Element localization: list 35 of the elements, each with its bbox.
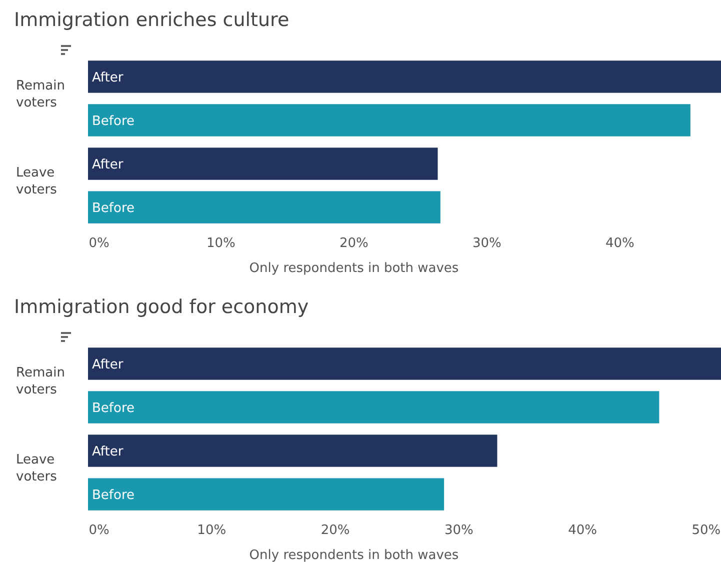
bar: [88, 478, 444, 510]
x-tick-label: 10%: [197, 523, 226, 538]
chart-title: Immigration good for economy: [14, 296, 309, 318]
x-tick-label: 50%: [692, 523, 721, 538]
text: Before: [92, 488, 135, 503]
x-tick-label: 10%: [206, 236, 236, 251]
x-tick-label: 30%: [472, 236, 502, 251]
series-label: After: [92, 357, 124, 372]
series-label: Before: [92, 400, 135, 416]
x-axis-title: Only respondents in both waves: [249, 548, 459, 562]
text: After: [92, 157, 124, 172]
y-tick-label: Remain voters: [16, 365, 65, 398]
bar: [88, 348, 721, 380]
text: After: [92, 444, 124, 460]
x-tick-label: 40%: [568, 523, 597, 538]
x-tick-label: 0%: [88, 523, 110, 538]
bar: [88, 148, 438, 180]
y-tick-label: Leave voters: [16, 452, 58, 485]
x-tick-label: 30%: [444, 523, 474, 538]
series-label: After: [92, 70, 124, 86]
x-tick-label: 20%: [340, 236, 368, 251]
x-tick-label: 0%: [88, 236, 110, 251]
text: Before: [92, 200, 135, 216]
x-axis-title: Only respondents in both waves: [249, 261, 459, 276]
chart-title: Immigration enriches culture: [14, 9, 290, 31]
bar: [88, 104, 690, 136]
x-tick-label: 40%: [605, 236, 634, 251]
bar: [88, 60, 721, 93]
y-tick-label: Remain voters: [16, 78, 65, 110]
bar: [88, 191, 440, 224]
x-tick-label: 20%: [320, 523, 350, 538]
y-tick-label: Leave voters: [16, 166, 58, 198]
bar: [88, 434, 498, 467]
series-label: Before: [92, 114, 135, 129]
bar: [88, 391, 660, 424]
